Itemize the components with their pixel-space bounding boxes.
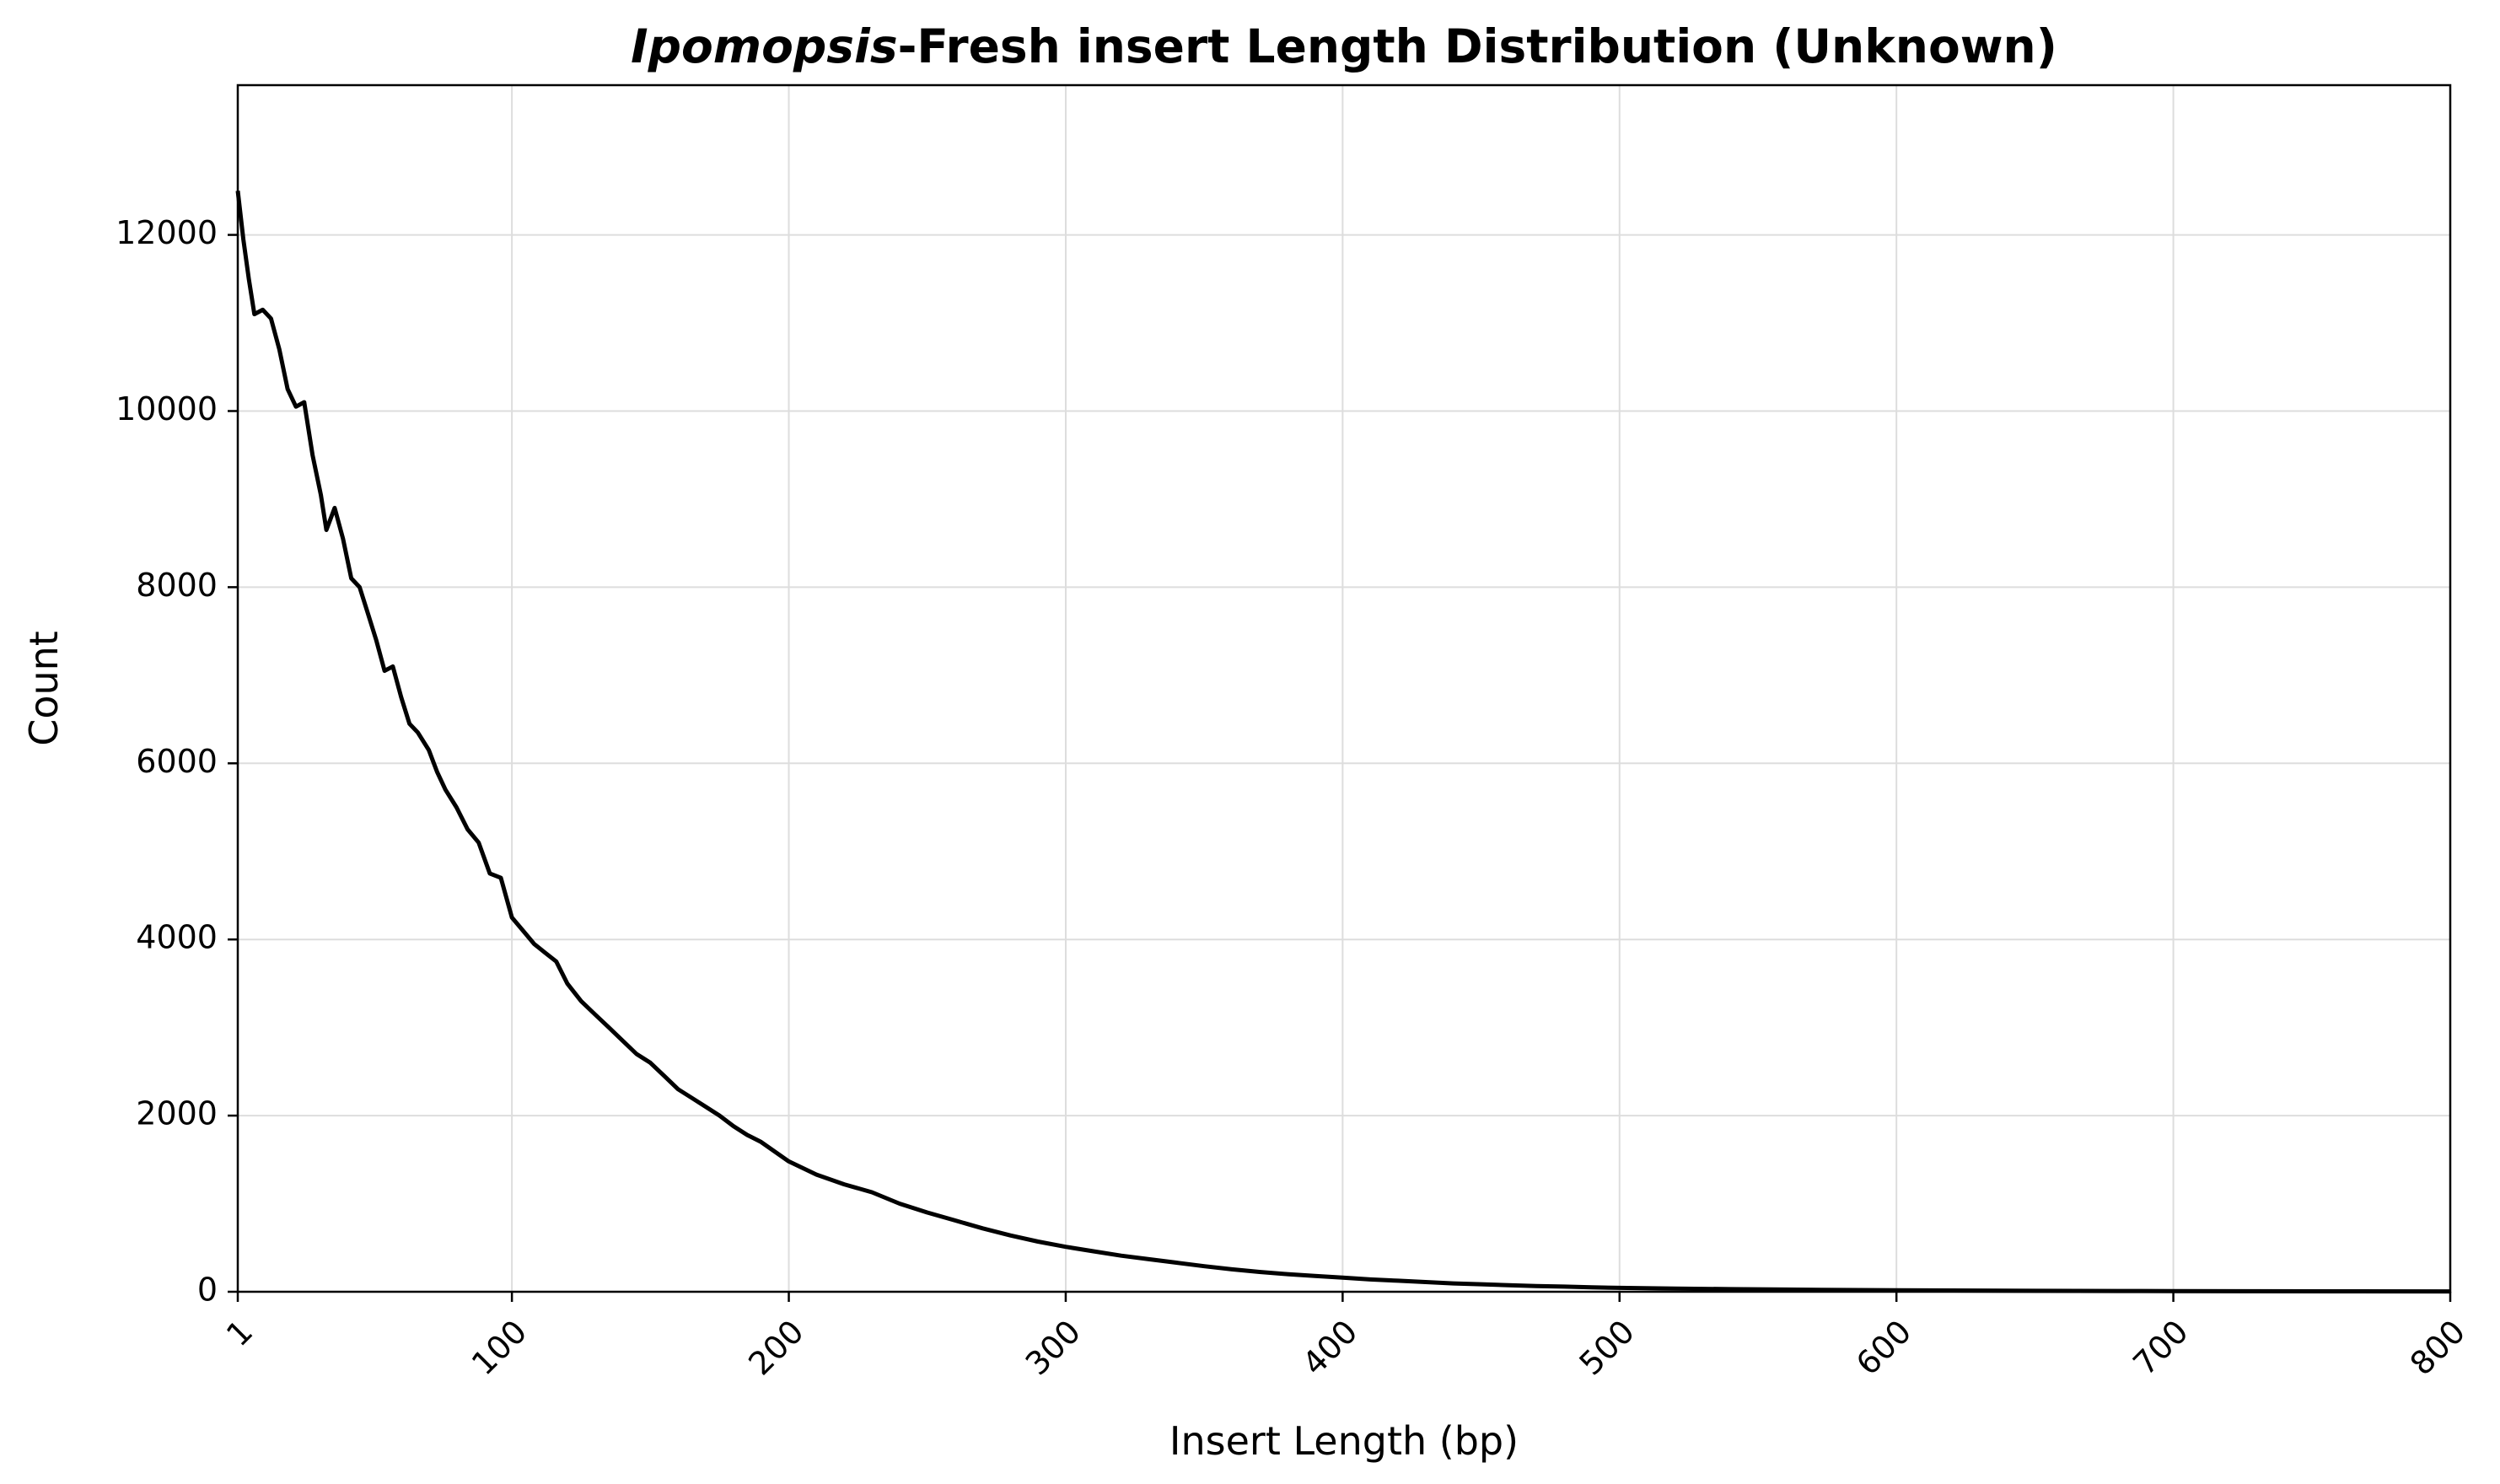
y-axis-ticks: 0 2000 4000 6000 8000 10000 12000 bbox=[116, 214, 238, 1309]
y-tick-label: 6000 bbox=[136, 743, 218, 780]
y-tick-label: 2000 bbox=[136, 1095, 218, 1132]
chart-title: Ipomopsis-Fresh insert Length Distributi… bbox=[631, 19, 2057, 73]
y-tick-label: 12000 bbox=[116, 214, 218, 251]
series-line bbox=[235, 191, 2451, 1294]
y-tick-label: 0 bbox=[197, 1272, 218, 1309]
chart-title-italic: Ipomopsis bbox=[631, 19, 897, 73]
series-layer bbox=[235, 191, 2451, 1294]
plot-frame bbox=[236, 83, 2452, 1293]
y-tick-label: 10000 bbox=[116, 390, 218, 427]
y-tick-label: 4000 bbox=[136, 919, 218, 956]
y-axis-title: Count bbox=[21, 631, 67, 746]
y-tick-label: 8000 bbox=[136, 567, 218, 604]
x-axis-title: Insert Length (bp) bbox=[1169, 1418, 1519, 1464]
chart-title-rest: -Fresh insert Length Distribution (Unkno… bbox=[898, 19, 2057, 73]
